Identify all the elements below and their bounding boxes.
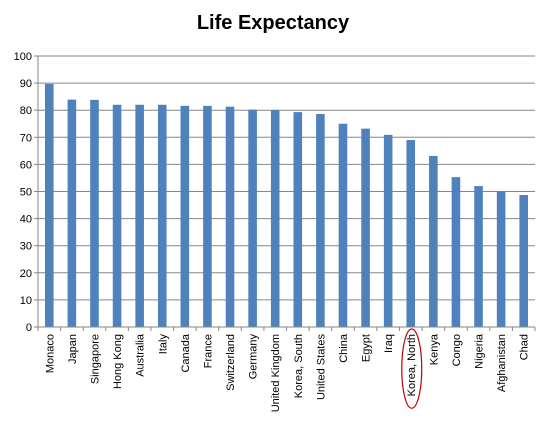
bar bbox=[270, 110, 280, 327]
x-category-label: Switzerland bbox=[225, 334, 237, 391]
x-category-label: Monaco bbox=[44, 334, 56, 373]
x-category-label: Japan bbox=[67, 334, 79, 364]
bar bbox=[293, 112, 303, 327]
y-tick-label: 70 bbox=[20, 132, 32, 144]
y-tick-label: 50 bbox=[20, 187, 32, 199]
bar bbox=[451, 177, 461, 327]
bar bbox=[383, 134, 393, 327]
bar bbox=[429, 155, 438, 327]
y-tick-label: 20 bbox=[20, 268, 32, 280]
x-category-label: Chad bbox=[519, 334, 531, 360]
y-tick-label: 100 bbox=[14, 51, 32, 63]
y-tick-label: 90 bbox=[20, 78, 32, 90]
x-category-label: Canada bbox=[180, 333, 192, 372]
bar bbox=[519, 195, 528, 327]
bar bbox=[203, 105, 212, 327]
bar bbox=[45, 83, 54, 328]
highlight-ellipse bbox=[401, 328, 423, 409]
x-category-label: Italy bbox=[157, 334, 169, 355]
x-category-label: Afghanistan bbox=[496, 334, 508, 392]
y-tick-label: 60 bbox=[20, 159, 32, 171]
bar bbox=[248, 109, 257, 328]
x-category-label: Congo bbox=[451, 334, 463, 366]
bar bbox=[361, 128, 370, 327]
x-category-label: Australia bbox=[135, 333, 147, 377]
bar bbox=[112, 104, 122, 327]
y-tick-label: 40 bbox=[20, 214, 32, 226]
x-category-label: United Kingdom bbox=[270, 334, 282, 412]
bar bbox=[180, 105, 190, 327]
x-category-label: Singapore bbox=[89, 334, 101, 384]
chart-title: Life Expectancy bbox=[196, 12, 350, 34]
bar bbox=[157, 104, 167, 327]
bar bbox=[90, 99, 99, 327]
bar bbox=[67, 99, 77, 327]
x-category-label: Korea, South bbox=[293, 334, 305, 398]
bar bbox=[338, 123, 348, 327]
axes bbox=[37, 56, 536, 331]
x-category-label: Nigeria bbox=[474, 333, 486, 369]
bar bbox=[474, 186, 483, 327]
y-axis-ticks: 0 10 20 30 40 50 60 70 80 90 100 bbox=[14, 51, 38, 334]
x-category-label: Iraq bbox=[383, 334, 395, 353]
y-tick-label: 80 bbox=[20, 105, 32, 117]
bar bbox=[135, 104, 144, 327]
grid-lines bbox=[38, 55, 535, 301]
bar bbox=[406, 140, 416, 327]
x-category-label: Korea, North bbox=[406, 334, 418, 396]
x-category-label: France bbox=[202, 334, 214, 368]
bar bbox=[225, 106, 235, 327]
bar bbox=[496, 191, 506, 327]
bar bbox=[316, 113, 325, 327]
x-axis-labels: Monaco Japan Singapore Hong Kong Australia It… bbox=[44, 328, 531, 412]
y-tick-label: 0 bbox=[26, 322, 32, 334]
y-tick-label: 30 bbox=[20, 241, 32, 253]
x-category-label: Germany bbox=[248, 334, 260, 380]
y-tick-label: 10 bbox=[20, 295, 32, 307]
bars bbox=[45, 83, 528, 328]
x-category-label: Kenya bbox=[428, 333, 440, 365]
x-category-label: Hong Kong bbox=[112, 334, 124, 389]
x-category-label: United States bbox=[315, 334, 327, 401]
x-category-label: Egypt bbox=[361, 334, 373, 362]
x-category-label: China bbox=[338, 333, 350, 363]
